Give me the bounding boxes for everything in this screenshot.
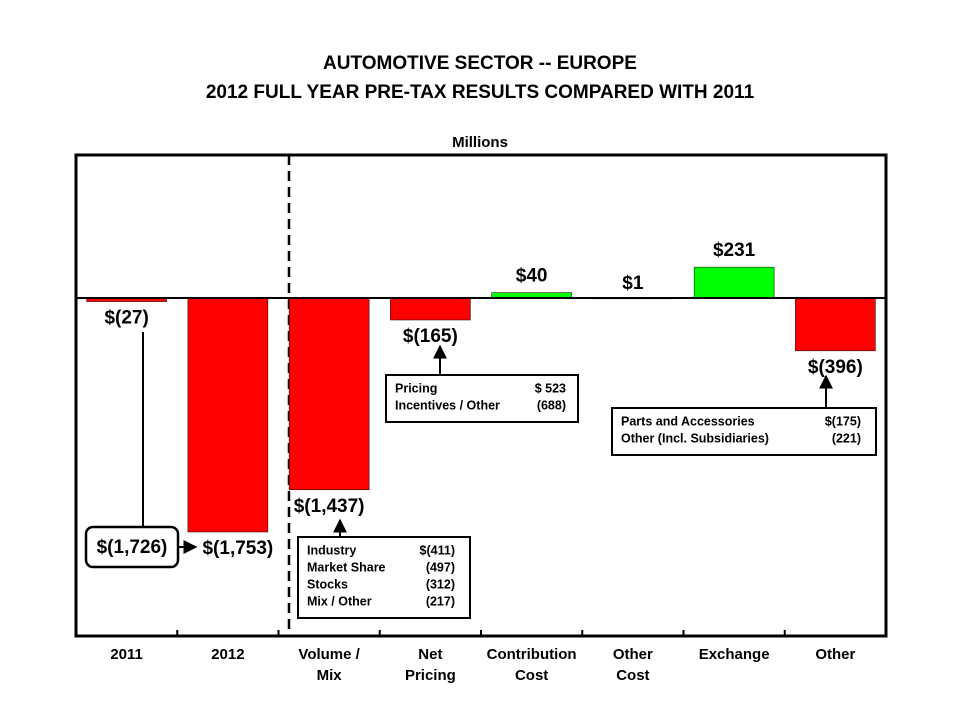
value-label: $(396)	[808, 357, 863, 378]
x-tick-label: Contribution Cost	[487, 646, 577, 684]
x-tick-line: Other	[815, 646, 855, 663]
x-tick-label: Other	[815, 646, 855, 663]
breakdown-label: Stocks	[307, 577, 348, 591]
breakdown-value: (217)	[426, 594, 455, 608]
x-tick-line: Cost	[515, 667, 548, 684]
bar	[187, 297, 269, 533]
breakdown-value: $(411)	[420, 543, 455, 557]
value-label: $40	[516, 266, 548, 287]
breakdown-label: Incentives / Other	[395, 398, 500, 412]
x-tick-line: 2012	[211, 646, 244, 663]
bar	[795, 297, 876, 352]
x-tick-line: Pricing	[405, 667, 456, 684]
x-tick-label: Volume / Mix	[298, 646, 360, 684]
breakdown-value: (312)	[426, 577, 455, 591]
breakdown-value: (221)	[832, 431, 861, 445]
breakdown-box	[297, 536, 471, 619]
x-tick-line: Net	[418, 646, 442, 663]
x-tick-line: Other	[613, 646, 653, 663]
breakdown-value: (497)	[426, 560, 455, 574]
value-label: $(1,437)	[294, 496, 365, 517]
x-tick-label: 2011	[110, 646, 143, 663]
value-label: $231	[713, 240, 756, 261]
breakdown-label: Other (Incl. Subsidiaries)	[621, 431, 769, 445]
breakdown-label: Market Share	[307, 560, 386, 574]
bar	[693, 266, 775, 299]
value-label: $(165)	[403, 326, 458, 347]
value-label: $(1,753)	[202, 538, 273, 559]
breakdown-box	[611, 407, 877, 456]
x-tick-label: Net Pricing	[405, 646, 456, 684]
breakdown-label: Pricing	[395, 381, 437, 395]
breakdown-value: $ 523	[535, 381, 566, 395]
chart-title: AUTOMOTIVE SECTOR -- EUROPE	[323, 53, 637, 74]
value-label: $(27)	[104, 308, 148, 329]
x-tick-label: Exchange	[699, 646, 770, 663]
breakdown-value: (688)	[537, 398, 566, 412]
x-tick-line: Cost	[616, 667, 649, 684]
callout-label: $(1,726)	[97, 537, 168, 558]
x-tick-label: 2012	[211, 646, 244, 663]
chart-title: 2012 FULL YEAR PRE-TAX RESULTS COMPARED …	[206, 82, 755, 103]
value-label: $1	[622, 273, 644, 294]
x-tick-line: Exchange	[699, 646, 770, 663]
breakdown-value: $(175)	[825, 414, 861, 428]
breakdown-label: Industry	[307, 543, 356, 557]
bar	[288, 297, 370, 491]
x-tick-line: Volume /	[298, 646, 360, 663]
x-tick-line: Mix	[317, 667, 343, 684]
x-tick-line: Contribution	[487, 646, 577, 663]
x-tick-label: Other Cost	[613, 646, 653, 684]
breakdown-label: Mix / Other	[307, 594, 372, 608]
breakdown-label: Parts and Accessories	[621, 414, 755, 428]
breakdown-box	[385, 374, 579, 423]
x-tick-line: 2011	[110, 646, 143, 663]
bar	[390, 297, 471, 321]
chart-subtitle: Millions	[452, 134, 508, 151]
